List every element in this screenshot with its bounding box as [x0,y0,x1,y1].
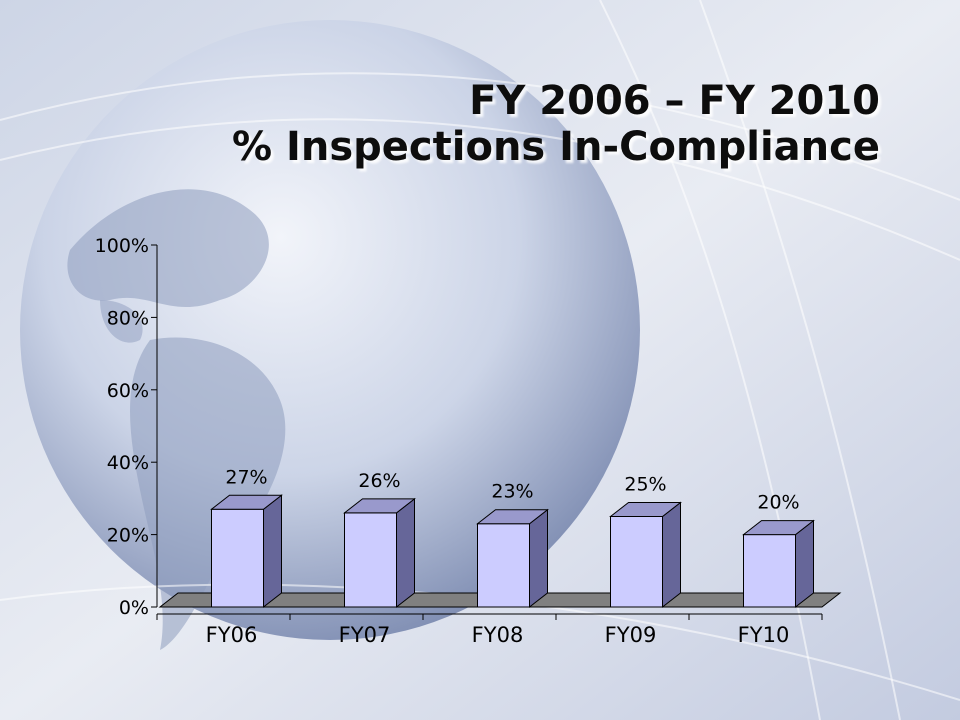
bar-side [263,494,282,609]
bar-data-label: 26% [358,470,400,492]
bar-top [742,520,815,536]
y-tick-label: 80% [107,307,149,329]
y-tick-label: 20% [107,525,149,547]
bar-front [211,508,264,608]
x-category-label: FY07 [339,623,391,647]
slide-title-line-1: FY 2006 – FY 2010 [469,78,880,124]
bar-front [477,523,530,608]
bar-data-label: 25% [624,474,666,496]
bar-data-label: 23% [491,481,533,503]
bar-top [476,509,549,525]
y-tick-label: 0% [119,597,149,619]
bar-top [343,498,416,514]
bar-side [529,508,548,609]
globe-image [20,20,640,650]
y-tick-label: 40% [107,452,149,474]
bar-top [210,494,283,510]
x-category-label: FY09 [605,623,657,647]
bar-side [795,519,814,609]
bar-side [662,501,681,609]
y-tick-label: 100% [95,235,149,257]
y-tick-label: 60% [107,380,149,402]
bar-side [396,497,415,609]
x-category-label: FY06 [206,623,258,647]
bar-top [609,502,682,517]
bar-data-label: 27% [225,466,267,488]
bar-front [344,512,397,608]
slide-title-line-2: % Inspections In-Compliance [231,124,880,170]
bar-front [610,516,663,608]
slide-title: FY 2006 – FY 2010 % Inspections In-Compl… [80,78,880,170]
x-category-label: FY08 [472,623,524,647]
x-category-label: FY10 [738,623,790,647]
bar-front [743,534,796,608]
bar-data-label: 20% [757,492,799,514]
